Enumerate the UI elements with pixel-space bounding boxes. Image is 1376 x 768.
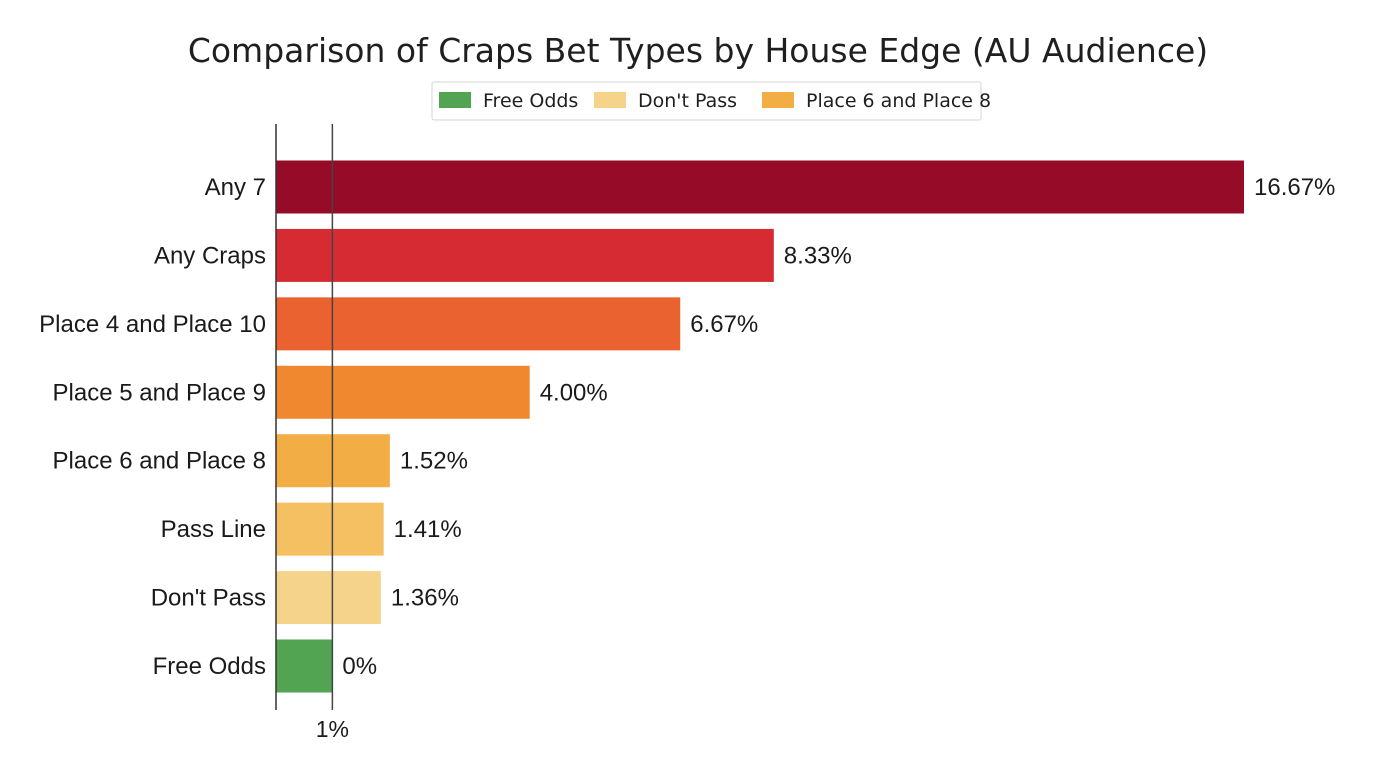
legend-item-dont-pass: Don't Pass — [594, 90, 737, 112]
value-label: 0% — [342, 653, 377, 680]
legend-frame — [431, 81, 982, 121]
bar-any-craps — [276, 228, 774, 282]
bar-place-5-and-place-9 — [276, 365, 530, 419]
legend-swatch-free-odds — [439, 92, 471, 108]
bar-free-odds — [276, 639, 333, 693]
bar-place-4-and-place-10 — [276, 297, 681, 351]
category-label: Free Odds — [153, 653, 266, 680]
category-labels: Any 7 Any Craps Place 4 and Place 10 Place … — [39, 174, 266, 680]
value-label: 4.00% — [540, 379, 608, 406]
x-tick-label: 1% — [316, 716, 349, 742]
legend-item-free-odds: Free Odds — [439, 90, 578, 112]
category-label: Any Craps — [154, 242, 266, 269]
legend-swatch-place-6-and-place-8 — [762, 92, 794, 108]
value-label: 16.67% — [1254, 174, 1335, 201]
value-label: 6.67% — [690, 311, 758, 338]
legend-label-free-odds: Free Odds — [483, 90, 578, 112]
category-label: Don't Pass — [151, 585, 266, 612]
bar-any-7 — [276, 160, 1244, 214]
legend-swatch-dont-pass — [594, 92, 626, 108]
category-label: Place 5 and Place 9 — [53, 379, 266, 406]
category-label: Pass Line — [161, 516, 266, 543]
value-label: 1.36% — [391, 585, 459, 612]
value-label: 1.41% — [394, 516, 462, 543]
bars — [276, 160, 1244, 693]
legend: Free Odds Don't Pass Place 6 and Place 8 — [431, 81, 991, 121]
value-labels: 16.67% 8.33% 6.67% 4.00% 1.52% 1.41% 1.36% 0% — [342, 174, 1335, 680]
bar-don-t-pass — [276, 571, 381, 625]
value-label: 1.52% — [400, 448, 468, 475]
legend-label-dont-pass: Don't Pass — [638, 90, 737, 112]
chart-title: Comparison of Craps Bet Types by House E… — [188, 31, 1208, 70]
legend-label-place-6-and-place-8: Place 6 and Place 8 — [806, 90, 991, 112]
category-label: Place 6 and Place 8 — [53, 448, 266, 475]
category-label: Place 4 and Place 10 — [39, 311, 266, 338]
bar-pass-line — [276, 502, 384, 556]
legend-item-place-6-and-place-8: Place 6 and Place 8 — [762, 90, 991, 112]
category-label: Any 7 — [205, 174, 266, 201]
value-label: 8.33% — [784, 242, 852, 269]
